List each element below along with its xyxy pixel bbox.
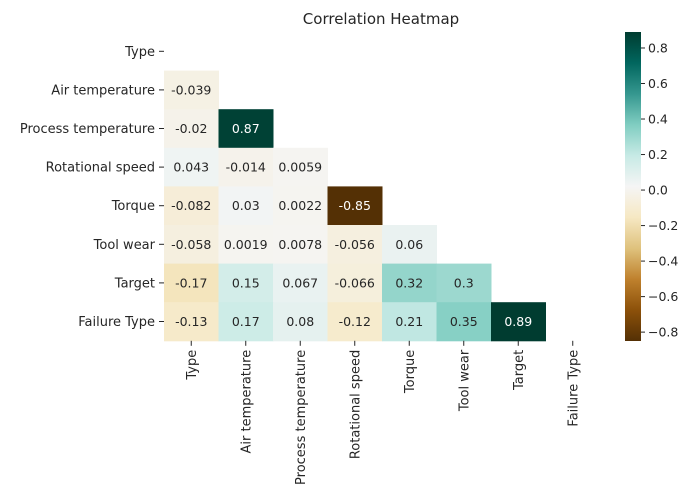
col-label-process-temperature: Process temperature xyxy=(294,350,309,485)
cell-value-label: -0.039 xyxy=(171,82,211,97)
heatmap-cell xyxy=(327,302,383,342)
row-label-air-temperature: Air temperature xyxy=(51,83,155,98)
heatmap-cell xyxy=(218,147,274,187)
colorbar-tick-label: −0.8 xyxy=(648,325,678,340)
row-label-torque: Torque xyxy=(111,199,155,214)
heatmap-cell xyxy=(273,263,328,303)
col-label-rotational-speed: Rotational speed xyxy=(348,350,363,459)
cell-value-label: 0.21 xyxy=(395,314,423,329)
heatmap-cell xyxy=(436,302,492,342)
heatmap-cell xyxy=(164,70,219,110)
cell-value-label: -0.066 xyxy=(335,275,375,290)
heatmap-cell xyxy=(382,302,437,342)
cell-value-label: 0.0059 xyxy=(278,160,322,175)
chart-title: Correlation Heatmap xyxy=(303,10,459,28)
cell-value-label: 0.0019 xyxy=(224,237,268,252)
cell-value-label: 0.89 xyxy=(504,314,532,329)
heatmap-cell xyxy=(164,186,219,226)
colorbar-tick-label: 0.2 xyxy=(648,147,668,162)
cell-value-label: -0.17 xyxy=(175,275,207,290)
col-label-type: Type xyxy=(185,350,200,381)
heatmap-cell xyxy=(273,147,328,187)
heatmap-cell xyxy=(327,225,383,265)
row-label-rotational-speed: Rotational speed xyxy=(46,161,155,176)
colorbar xyxy=(625,32,641,341)
cell-value-label: 0.15 xyxy=(232,275,260,290)
cell-value-label: -0.014 xyxy=(226,160,266,175)
colorbar-tick-label: 0.6 xyxy=(648,76,668,91)
col-label-tool-wear: Tool wear xyxy=(457,349,472,412)
row-label-process-temperature: Process temperature xyxy=(20,122,155,137)
cell-value-label: 0.35 xyxy=(450,314,478,329)
column-tick-labels: Type Air temperature Process temperature Ro… xyxy=(185,340,581,485)
row-tick-labels: Type Air temperature Process temperature Ro… xyxy=(20,45,164,330)
heatmap-cell xyxy=(327,263,383,303)
heatmap-cell xyxy=(164,225,219,265)
heatmap-cell xyxy=(273,302,328,342)
heatmap-cell xyxy=(273,225,328,265)
cell-value-label: 0.08 xyxy=(286,314,314,329)
heatmap-cell xyxy=(218,302,274,342)
heatmap-cell xyxy=(382,263,437,303)
colorbar-ticks: 0.8 0.6 0.4 0.2 0.0 −0.2 −0.4 −0.6 −0.8 xyxy=(641,40,678,340)
heatmap-cell xyxy=(218,186,274,226)
heatmap-cell xyxy=(327,186,383,226)
col-label-air-temperature: Air temperature xyxy=(239,350,254,454)
col-label-torque: Torque xyxy=(403,350,418,394)
cell-value-label: -0.056 xyxy=(335,237,375,252)
heatmap-cell xyxy=(218,109,274,149)
cell-value-label: 0.0078 xyxy=(278,237,322,252)
cell-value-label: -0.082 xyxy=(171,198,211,213)
colorbar-tick-label: 0.4 xyxy=(648,112,668,127)
cell-value-label: 0.3 xyxy=(454,275,474,290)
colorbar-tick-label: 0.8 xyxy=(648,40,668,55)
heatmap-cell xyxy=(218,225,274,265)
heatmap-cells: -0.039 -0.02 0.87 0.043 -0.014 0.0059 -0.082 0.… xyxy=(164,70,546,342)
colorbar-tick-label: 0.0 xyxy=(648,183,668,198)
cell-value-label: 0.87 xyxy=(232,121,260,136)
row-label-tool-wear: Tool wear xyxy=(93,238,156,253)
heatmap-cell xyxy=(382,225,437,265)
colorbar-tick-label: −0.6 xyxy=(648,289,678,304)
cell-value-label: -0.85 xyxy=(339,198,371,213)
heatmap-cell xyxy=(164,302,219,342)
cell-value-label: 0.32 xyxy=(395,275,423,290)
cell-value-label: 0.043 xyxy=(173,160,209,175)
cell-value-label: 0.17 xyxy=(232,314,260,329)
colorbar-tick-label: −0.4 xyxy=(648,254,678,269)
heatmap-cell xyxy=(218,263,274,303)
cell-value-label: -0.12 xyxy=(339,314,371,329)
heatmap-cell xyxy=(164,147,219,187)
cell-value-label: -0.058 xyxy=(171,237,211,252)
cell-value-label: 0.06 xyxy=(395,237,423,252)
cell-value-label: -0.13 xyxy=(175,314,207,329)
row-label-type: Type xyxy=(124,45,155,60)
heatmap-cell xyxy=(491,302,546,342)
cell-value-label: 0.03 xyxy=(232,198,260,213)
row-label-failure-type: Failure Type xyxy=(78,315,155,330)
cell-value-label: 0.067 xyxy=(282,275,318,290)
heatmap-cell xyxy=(164,263,219,303)
heatmap-cell xyxy=(273,186,328,226)
col-label-failure-type: Failure Type xyxy=(566,350,581,427)
colorbar-tick-label: −0.2 xyxy=(648,218,678,233)
cell-value-label: -0.02 xyxy=(175,121,207,136)
heatmap-cell xyxy=(164,109,219,149)
row-label-target: Target xyxy=(114,276,155,291)
cell-value-label: 0.0022 xyxy=(278,198,322,213)
heatmap-cell xyxy=(436,263,492,303)
col-label-target: Target xyxy=(512,350,527,391)
